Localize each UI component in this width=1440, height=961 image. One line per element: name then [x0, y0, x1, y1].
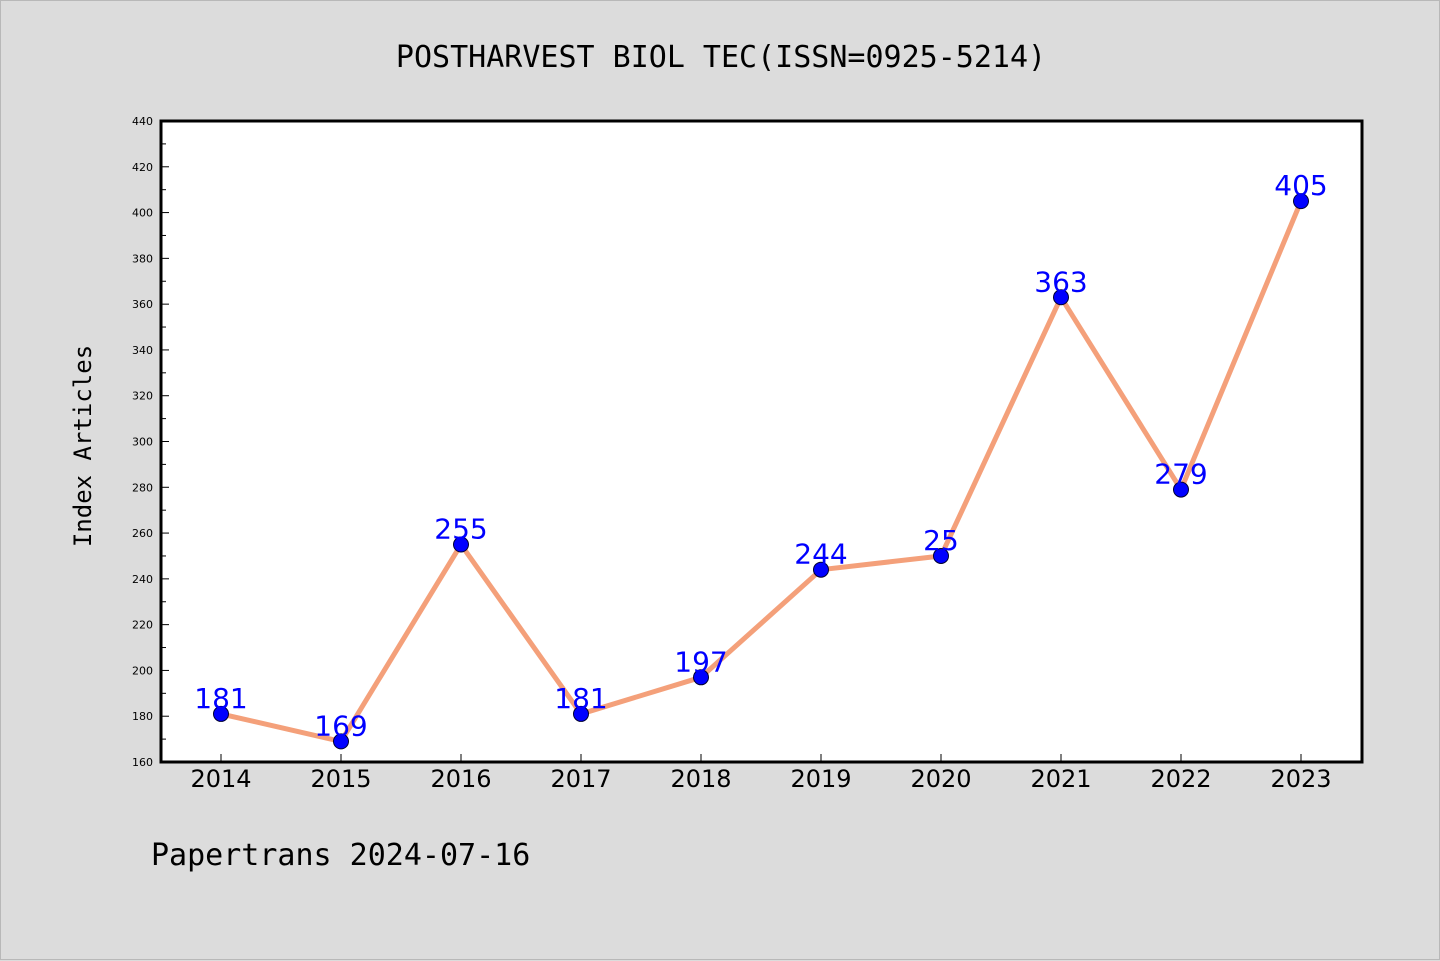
y-tick-label: 220: [132, 619, 153, 632]
series-line: [218, 198, 1304, 744]
data-point: [1293, 193, 1309, 210]
x-tick-label: 2018: [670, 765, 731, 793]
data-point: [213, 705, 229, 722]
data-label: 181: [194, 682, 247, 715]
data-label: 169: [314, 709, 367, 742]
data-label: 197: [674, 645, 727, 678]
x-tick-label: 2022: [1150, 765, 1211, 793]
y-tick-label: 300: [132, 436, 153, 449]
x-tick-label: 2020: [910, 765, 971, 793]
x-tick-label: 2021: [1030, 765, 1091, 793]
y-tick-label: 360: [132, 298, 153, 311]
y-tick-label: 440: [132, 115, 153, 128]
data-label: 405: [1274, 169, 1327, 202]
data-label: 25: [923, 524, 959, 557]
data-point: [693, 669, 709, 686]
y-tick-label: 280: [132, 481, 153, 494]
data-label: 181: [554, 682, 607, 715]
y-tick-label: 400: [132, 207, 153, 220]
y-tick-label: 200: [132, 664, 153, 677]
y-axis: 160 180 200 220 240 260 280 300 320 340 360 380 400 4…: [132, 115, 169, 769]
x-tick-label: 2023: [1270, 765, 1331, 793]
y-tick-label: 160: [132, 756, 153, 769]
data-point: [1173, 481, 1189, 498]
data-label: 244: [794, 538, 847, 571]
data-point: [933, 547, 949, 564]
x-tick-label: 2014: [190, 765, 251, 793]
y-tick-label: 380: [132, 252, 153, 265]
chart-title: POSTHARVEST BIOL TEC(ISSN=0925-5214): [396, 40, 1046, 75]
x-axis: 2014 2015 2016 2017 2018 2019 2020 2021 2022 2023: [190, 754, 1332, 793]
data-point: [1053, 289, 1069, 306]
plot-area: [159, 119, 1364, 764]
y-tick-label: 340: [132, 344, 153, 357]
data-label: 279: [1154, 458, 1207, 491]
y-tick-label: 320: [132, 390, 153, 403]
data-label: 363: [1034, 265, 1087, 298]
y-axis-label: Index Articles: [69, 345, 97, 547]
footer-credit: Papertrans 2024-07-16: [151, 838, 530, 873]
x-tick-label: 2015: [310, 765, 371, 793]
data-point: [813, 561, 829, 578]
data-point: [453, 536, 469, 553]
x-tick-label: 2017: [550, 765, 611, 793]
y-tick-label: 240: [132, 573, 153, 586]
x-tick-label: 2019: [790, 765, 851, 793]
series-group: 181 169 255 181 197 244 25 363 279 405: [194, 169, 1328, 750]
data-label: 255: [434, 513, 487, 546]
y-tick-label: 420: [132, 161, 153, 174]
x-tick-label: 2016: [430, 765, 491, 793]
data-point: [333, 733, 349, 750]
data-point: [573, 705, 589, 722]
y-tick-label: 180: [132, 710, 153, 723]
y-tick-label: 260: [132, 527, 153, 540]
